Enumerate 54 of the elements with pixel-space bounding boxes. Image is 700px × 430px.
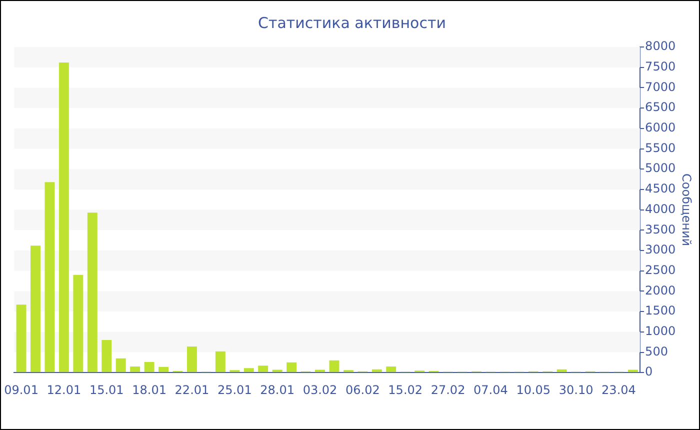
x-tick-label: 23.04: [602, 382, 636, 397]
x-tick-label: 12.01: [46, 382, 82, 397]
bar: [244, 368, 254, 372]
y-tick-label: 5500: [645, 140, 676, 155]
y-tick-label: 0: [645, 364, 653, 379]
bar: [130, 366, 140, 372]
bar: [73, 274, 84, 372]
y-tick-label: 5000: [645, 161, 676, 176]
y-tick-label: 4000: [645, 202, 676, 216]
x-tick-label: 06.02: [345, 382, 380, 397]
bar: [158, 366, 168, 372]
bar: [556, 369, 567, 372]
bar: [87, 212, 98, 372]
y-tick-label: 500: [645, 344, 668, 358]
y-tick-label: 1500: [645, 304, 676, 318]
y-tick-label: 2000: [645, 283, 676, 298]
y-tick-label: 2500: [645, 262, 676, 277]
x-tick-label: 15.02: [388, 382, 423, 397]
bar: [44, 182, 55, 372]
x-tick-label: 09.01: [4, 382, 38, 397]
bar: [329, 360, 340, 372]
bar: [186, 346, 197, 372]
y-tick-label: 1000: [645, 324, 676, 338]
x-tick-label: 07.04: [474, 382, 508, 397]
x-tick-label: 22.01: [174, 382, 210, 397]
bar: [258, 366, 268, 372]
x-tick-label: 27.02: [430, 382, 466, 397]
x-tick-label: 15.01: [89, 382, 124, 397]
bar: [16, 304, 26, 372]
bar: [372, 369, 382, 372]
bar: [215, 351, 226, 372]
bar: [58, 62, 69, 372]
bar: [102, 340, 112, 372]
chart-title: Статистика активности: [258, 14, 446, 32]
x-tick-label: 18.01: [132, 382, 166, 397]
bar: [30, 246, 40, 372]
bar: [286, 362, 297, 372]
x-tick-label: 25.01: [217, 382, 252, 397]
bar: [116, 358, 126, 372]
y-tick-label: 7000: [645, 80, 676, 94]
bar: [386, 366, 396, 372]
x-tick-label: 03.02: [302, 382, 338, 397]
bar: [144, 362, 154, 372]
y-tick-label: 8000: [645, 39, 676, 54]
x-tick-label: 28.01: [260, 382, 294, 397]
y-tick-label: 7500: [645, 59, 676, 74]
y-tick-label: 3000: [645, 242, 676, 257]
x-tick-label: 10.05: [516, 382, 551, 397]
y-tick-label: 4500: [645, 182, 676, 196]
y-tick-label: 6500: [645, 100, 676, 114]
x-tick-label: 30.10: [558, 382, 594, 397]
y-tick-label: 3500: [645, 222, 676, 236]
y-axis-title: Сообщений: [680, 174, 694, 246]
y-tick-label: 6000: [645, 120, 676, 135]
